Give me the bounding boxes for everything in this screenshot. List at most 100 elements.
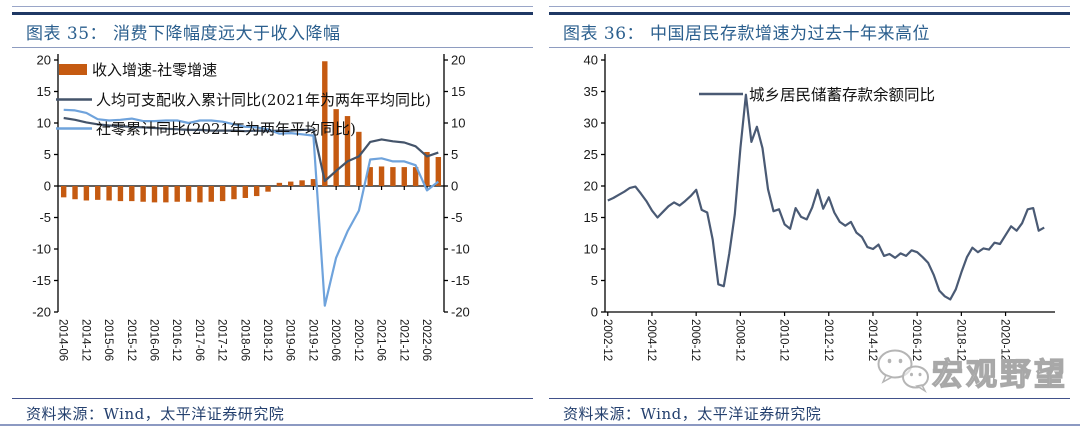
right-y-tick: -10: [451, 242, 470, 257]
right-y-tick: 0: [451, 179, 458, 194]
x-axis-label: 2015-12: [125, 319, 137, 361]
figure-35-title: 消费下降幅度远大于收入降幅: [113, 24, 341, 44]
bar: [83, 186, 90, 201]
bar: [185, 186, 192, 202]
x-axis-label: 2015-06: [102, 319, 114, 361]
bar: [288, 181, 294, 186]
bar: [310, 179, 317, 186]
bar: [344, 116, 351, 186]
left-y-tick: -5: [39, 210, 51, 225]
x-axis-label: 2016-12: [910, 319, 922, 361]
bar: [72, 186, 78, 200]
x-axis-label: 2016-12: [170, 319, 182, 361]
bar: [424, 151, 430, 186]
bar: [265, 186, 271, 192]
figure-36-label: 图表 36：: [563, 24, 645, 44]
x-axis-label: 2008-12: [733, 319, 745, 361]
bar: [95, 186, 101, 200]
x-axis-label: 2012-12: [822, 319, 834, 361]
left-y-tick: -20: [32, 305, 51, 320]
figure-35-source: 资料来源：Wind，太平洋证券研究院: [12, 398, 533, 424]
bar: [367, 167, 373, 186]
x-axis-label: 2022-06: [420, 319, 432, 361]
x-axis-label: 2010-12: [778, 319, 790, 361]
bar: [163, 186, 169, 203]
figure-36-chart-area: 0 5 10 15 20 25 30 35 40 2002-12 2004-12 2006-12 200…: [549, 48, 1070, 398]
bar: [412, 167, 419, 186]
x-axis-labels: 2002-12 2004-12 2006-12 2008-12 2010-12 2012-…: [601, 312, 1011, 361]
x-axis: 2014-06 2014-12 2015-06 2015-12 2016-06 2016-…: [57, 186, 432, 361]
figure-35-title-bar: 图表 35： 消费下降幅度远大于收入降幅: [12, 15, 533, 48]
right-y-tick: -5: [451, 210, 463, 225]
x-axis-label: 2014-06: [57, 319, 69, 361]
x-axis-label: 2019-12: [306, 319, 318, 361]
y-tick: 15: [584, 210, 598, 225]
x-axis-label: 2004-12: [645, 319, 657, 361]
bar: [197, 186, 203, 203]
figure-36-source: 资料来源：Wind，太平洋证券研究院: [549, 398, 1070, 424]
bar: [322, 61, 328, 186]
x-axis-label: 2014-12: [79, 319, 91, 361]
x-axis-label: 2018-12: [954, 319, 966, 361]
right-y-tick: -15: [451, 273, 470, 288]
figure-35-panel: 图表 35： 消费下降幅度远大于收入降幅 -20 -20 -15 -15 -10 -10-…: [12, 6, 533, 424]
figure-36-panel: 图表 36： 中国居民存款增速为过去十年来高位 0 5 10 15 20 25 30 35 40…: [549, 6, 1070, 424]
bar: [390, 167, 396, 186]
figure-35-chart-area: -20 -20 -15 -15 -10 -10 -5 -5 0 0 5 5 10 10 15 15 20 20 20…: [12, 48, 533, 398]
x-axis-label: 2006-12: [689, 319, 701, 361]
x-axis-label: 2020-12: [999, 319, 1011, 361]
bar: [276, 182, 283, 186]
bars-income-minus-retail: [60, 61, 442, 203]
x-axis-label: 2019-06: [284, 319, 296, 361]
right-y-tick: 5: [451, 147, 458, 162]
left-y-tick: 15: [37, 84, 51, 99]
bar: [219, 186, 226, 202]
right-y-tick: 15: [451, 84, 465, 99]
right-y-tick: 10: [451, 116, 465, 131]
left-y-tick: -10: [32, 242, 51, 257]
deposit-growth-line: [607, 93, 1045, 301]
legend: 城乡居民储蓄存款余额同比: [699, 85, 935, 104]
x-axis-label: 2021-12: [397, 319, 409, 361]
page-bottom-rule: [0, 423, 1080, 426]
legend-bar-swatch: [59, 64, 87, 75]
x-axis-label: 2014-12: [866, 319, 878, 361]
x-axis-label: 2017-06: [193, 319, 205, 361]
right-y-tick: -20: [451, 305, 470, 320]
retail-line: [63, 108, 439, 307]
y-tick: 40: [584, 53, 598, 68]
bar: [242, 186, 249, 198]
y-tick: 0: [591, 305, 598, 320]
bar: [117, 186, 124, 202]
x-axis-label: 2020-12: [352, 319, 364, 361]
bar: [60, 186, 67, 198]
x-axis-label: 2020-06: [329, 319, 341, 361]
bar: [174, 186, 180, 202]
y-tick-labels: 0 5 10 15 20 25 30 35 40: [584, 53, 598, 320]
panel-top-rule: [549, 6, 1070, 15]
figure-36-title: 中国居民存款增速为过去十年来高位: [650, 24, 931, 44]
bar: [378, 166, 385, 186]
x-axis-label: 2018-12: [261, 319, 273, 361]
legend-label: 人均可支配收入累计同比(2021年为两年平均同比): [96, 91, 431, 109]
axes: [601, 54, 1055, 313]
y-tick: 5: [591, 273, 598, 288]
legend-label: 社零累计同比(2021年为两年平均同比): [96, 120, 356, 138]
y-tick: 30: [584, 116, 598, 131]
legend-label: 收入增速-社零增速: [92, 61, 217, 79]
bar: [333, 109, 339, 186]
bar: [129, 186, 135, 202]
x-axis-label: 2017-12: [216, 319, 228, 361]
figure-35-label: 图表 35：: [26, 24, 108, 44]
bar: [140, 186, 146, 202]
x-axis-label: 2021-06: [375, 319, 387, 361]
bar: [299, 180, 305, 186]
left-y-tick: 10: [37, 116, 51, 131]
y-tick: 35: [584, 84, 598, 99]
y-tick: 20: [584, 179, 598, 194]
y-tick: 10: [584, 242, 598, 257]
bar: [106, 186, 112, 201]
